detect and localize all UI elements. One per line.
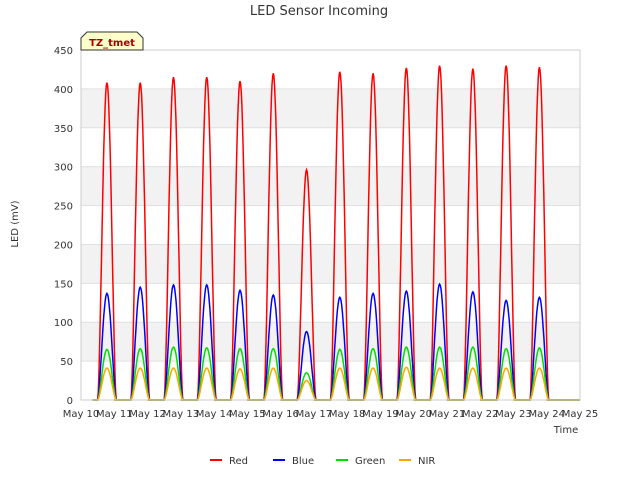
x-tick-label: May 19 [362,409,399,420]
x-tick-label: May 11 [96,409,133,420]
x-tick-label: May 25 [562,409,599,420]
x-tick-label: May 21 [429,409,466,420]
y-tick-label: 450 [54,46,73,57]
x-tick-label: May 18 [329,409,366,420]
y-tick-label: 150 [54,279,73,290]
y-tick-label: 50 [60,357,73,368]
y-tick-label: 400 [54,85,73,96]
x-tick-label: May 22 [462,409,499,420]
x-tick-label: May 23 [495,409,532,420]
legend-label-red: Red [229,456,248,467]
x-tick-label: May 13 [163,409,200,420]
plot-frame [80,49,581,401]
x-tick-label: May 12 [129,409,166,420]
site-tag-label: TZ_tmet [89,38,135,49]
y-tick-label: 200 [54,240,73,251]
y-axis-title: LED (mV) [10,200,21,247]
background-band [81,322,580,362]
legend: Red Blue Green NIR [210,456,435,467]
x-tick-label: May 16 [262,409,299,420]
x-tick-label: May 15 [229,409,266,420]
background-band [81,166,580,206]
y-tick-label: 100 [54,318,73,329]
y-axis-ticks: 0 50 100 150 200 250 300 350 400 450 [54,46,73,407]
y-tick-label: 250 [54,202,73,213]
x-tick-label: May 10 [63,409,100,420]
x-tick-label: May 14 [196,409,233,420]
background-band [81,244,580,284]
site-tag: TZ_tmet [80,31,144,51]
x-tick-label: May 17 [296,409,333,420]
chart-title: LED Sensor Incoming [250,4,388,19]
y-tick-label: 0 [67,396,73,407]
x-tick-label: May 20 [395,409,432,420]
legend-label-green: Green [355,456,385,467]
x-axis-title: Time [553,425,578,436]
x-tick-label: May 24 [528,409,565,420]
site-tag-box [80,31,144,51]
legend-label-blue: Blue [292,456,314,467]
y-tick-label: 300 [54,163,73,174]
legend-label-nir: NIR [418,456,435,467]
y-tick-label: 350 [54,124,73,135]
background-band [81,88,580,128]
background-bands [81,88,580,362]
